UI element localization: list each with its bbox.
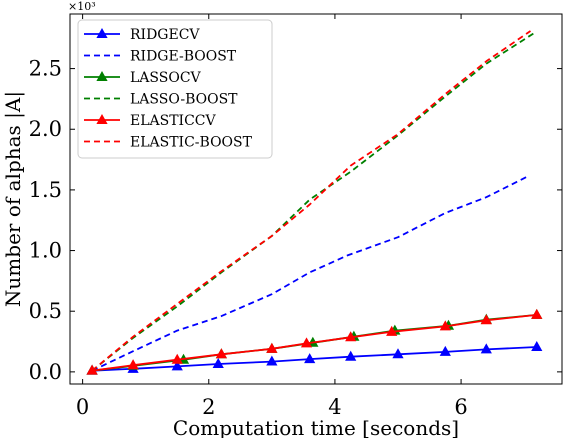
x-tick-label: 0 [76,395,89,419]
x-tick-label: 4 [328,395,341,419]
series-ridge-boost [91,175,528,372]
y-tick-label: 2.5 [29,57,62,81]
data-point [531,308,543,319]
data-point [266,355,278,366]
y-tick-label: 2.0 [29,117,62,141]
legend-item-ridge-boost: RIDGE-BOOST [84,49,237,65]
series-elasticcv [86,308,543,375]
y-tick-label: 0.0 [29,360,62,384]
data-point [439,320,451,331]
legend-label: ELASTIC-BOOST [130,135,253,151]
legend-marker [96,27,108,38]
legend: RIDGECV RIDGE-BOOST LASSOCV LASSO-BOOST ELAS… [77,19,273,159]
legend-item-ridgecv: RIDGECV [84,27,200,43]
data-point [439,345,451,356]
data-point [531,340,543,351]
series-line [91,32,535,372]
data-point [392,348,404,359]
series-layer [86,30,543,375]
data-point [215,348,227,359]
data-point [480,343,492,354]
data-point [86,364,98,375]
data-point [386,325,398,336]
legend-item-elastic-boost: ELASTIC-BOOST [84,135,253,151]
series-line [91,175,528,372]
legend-label: LASSOCV [130,70,202,86]
legend-marker [96,113,108,124]
y-multiplier-label: ×10³ [68,0,96,13]
data-point [345,331,357,342]
data-point [212,357,224,368]
legend-label: RIDGE-BOOST [130,49,237,65]
y-tick-label: 1.5 [29,178,62,202]
legend-marker [96,70,108,81]
legend-item-lassocv: LASSOCV [84,70,202,86]
data-point [480,314,492,325]
series-elastic-boost [91,30,532,372]
series-lasso-boost [91,32,535,372]
legend-label: RIDGECV [130,27,200,43]
series-line [91,30,532,372]
legend-item-lasso-boost: LASSO-BOOST [84,92,238,108]
data-point [127,359,139,370]
y-tick-label: 0.5 [29,299,62,323]
x-tick-label: 6 [454,395,467,419]
data-point [171,360,183,371]
y-axis-label: Number of alphas |A| [1,91,26,307]
data-point [171,353,183,364]
legend-label: ELASTICCV [130,113,217,129]
legend-box [77,19,273,159]
data-point [345,350,357,361]
data-point [300,337,313,348]
x-tick-label: 2 [202,395,215,419]
data-point [266,342,278,353]
legend-label: LASSO-BOOST [130,92,238,108]
legend-item-elasticcv: ELASTICCV [84,113,217,129]
data-point [304,353,316,364]
x-axis-label: Computation time [seconds] [173,416,459,438]
y-tick-label: 1.0 [29,239,62,263]
axes-layer: 0 2 4 6 0.0 0.5 1.0 1.5 2.0 2.5 [29,13,563,419]
axes-frame [69,13,563,385]
